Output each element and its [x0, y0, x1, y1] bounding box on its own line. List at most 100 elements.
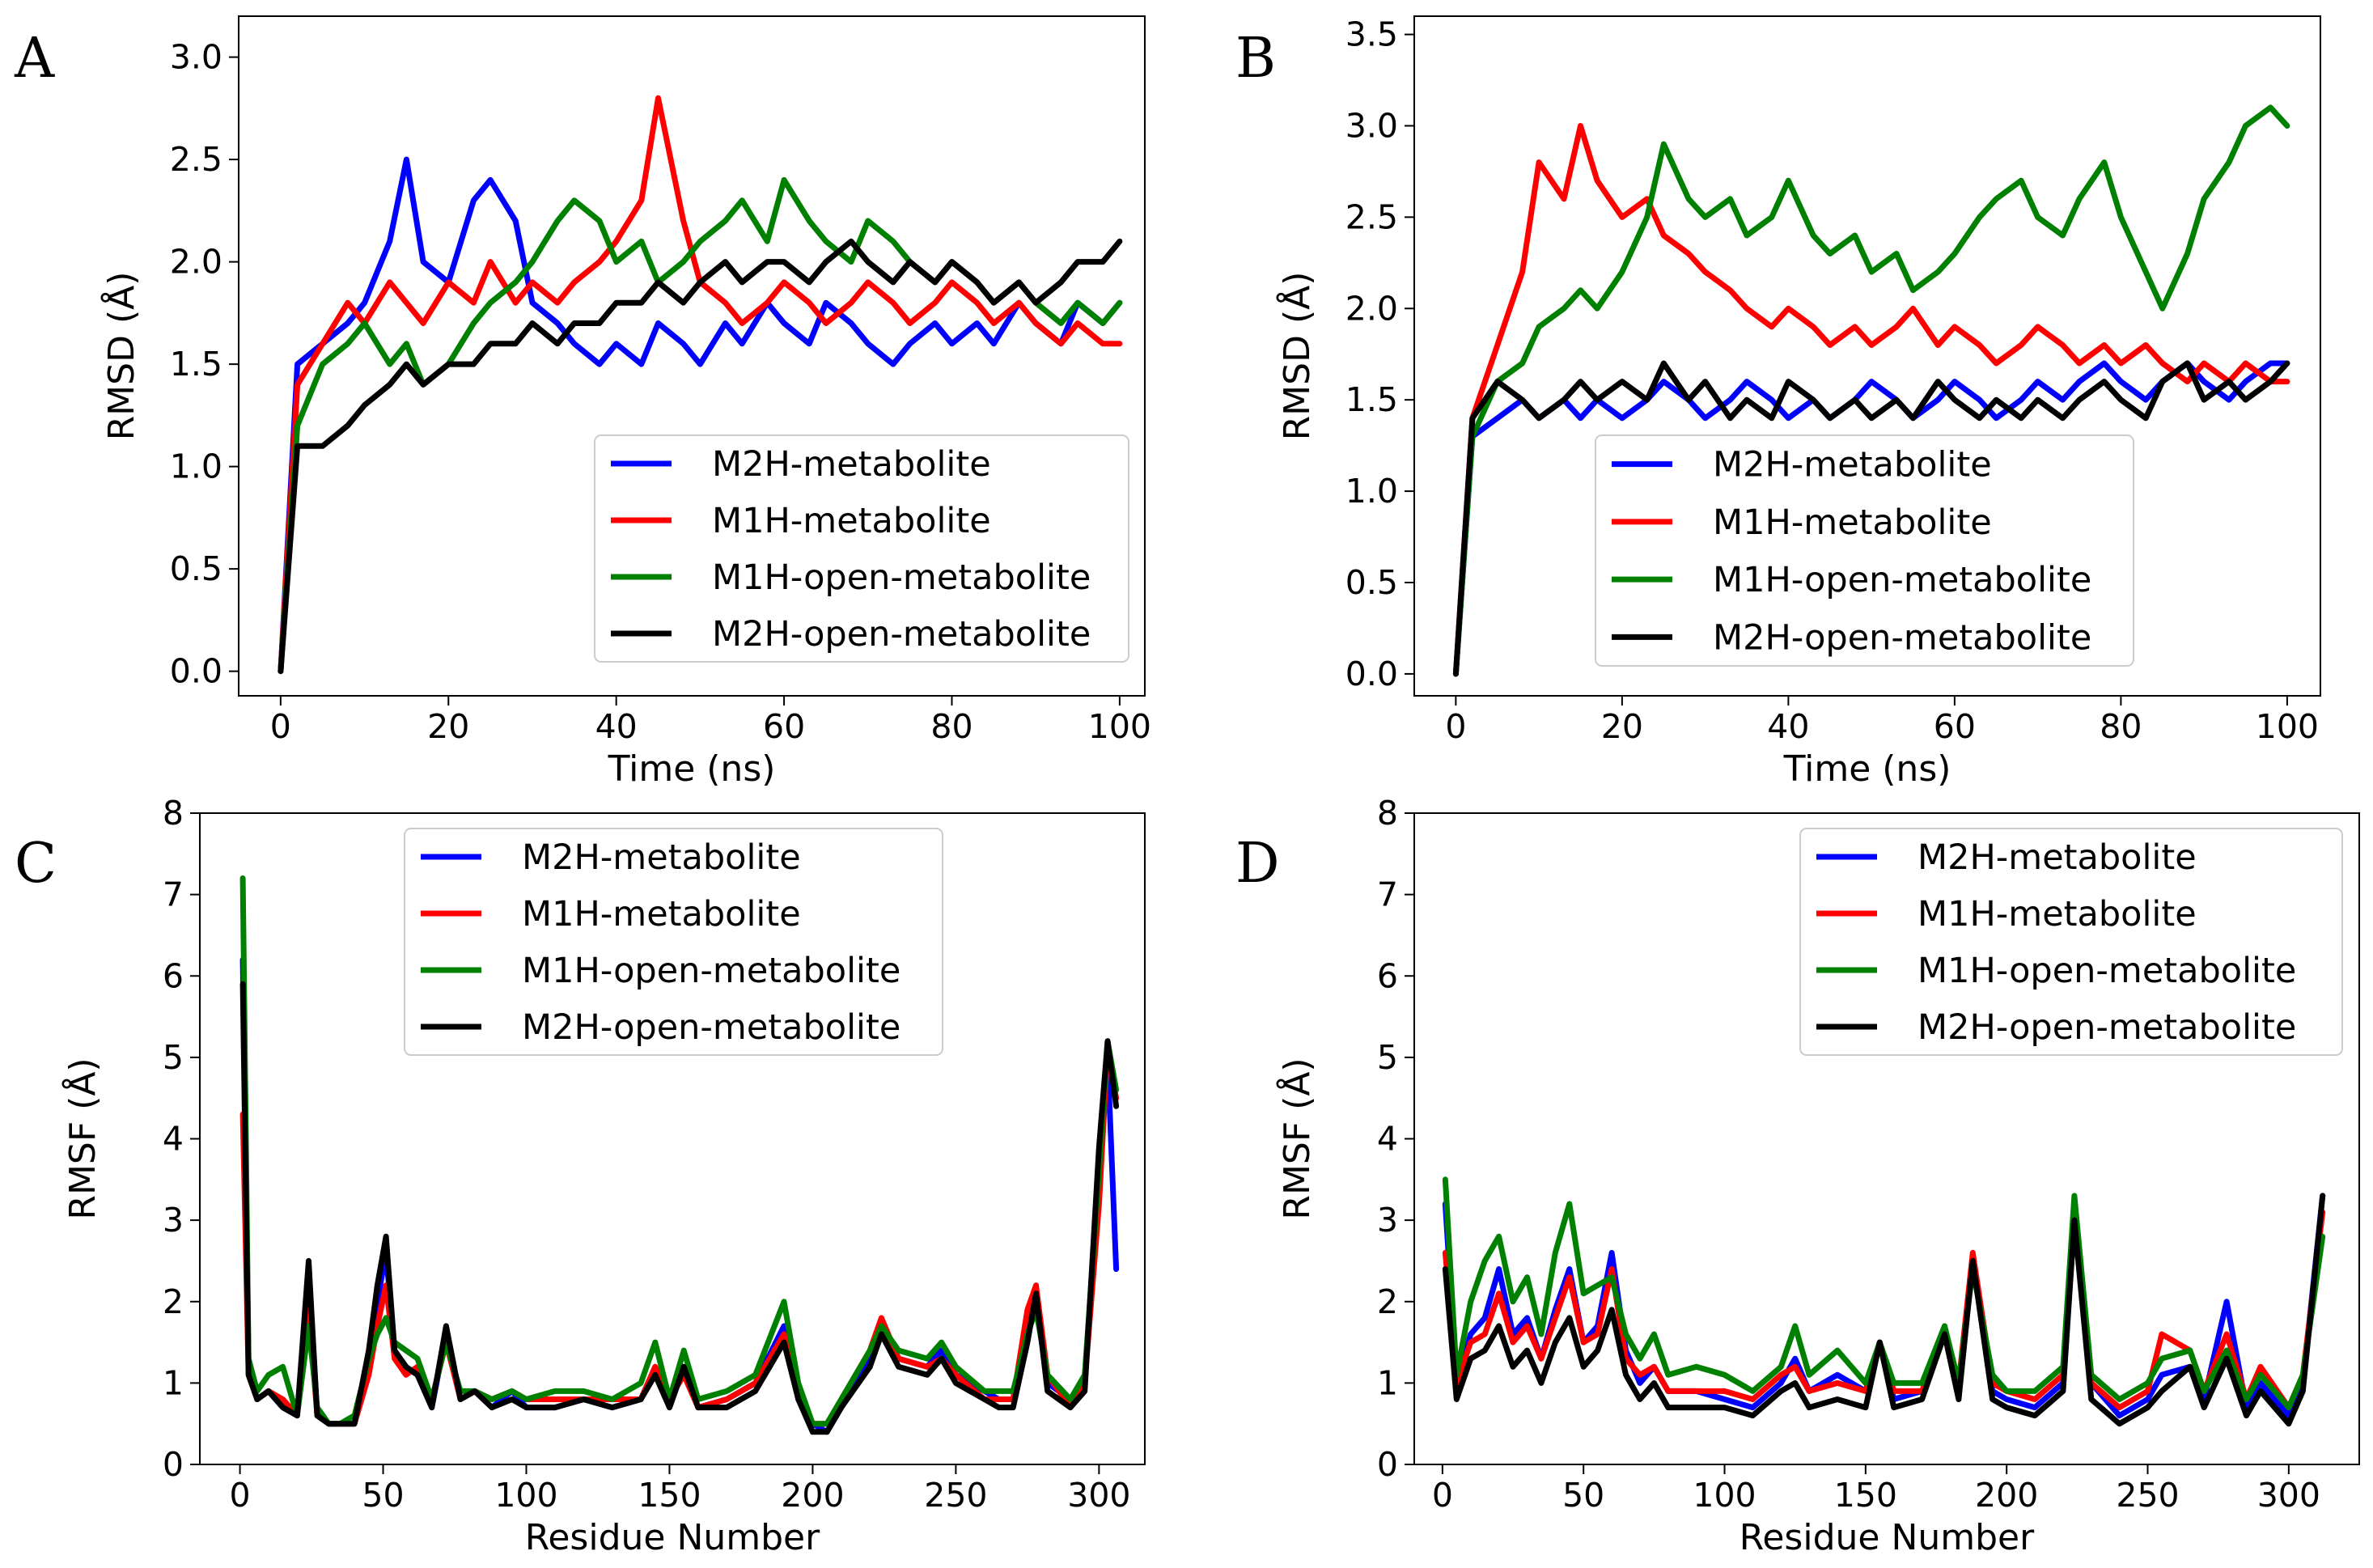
- panel-d-legend-box: [1799, 828, 2343, 1056]
- panel-d-legend-label-m2h-metabolite: M2H-metabolite: [1917, 837, 2197, 878]
- panel-c-legend-label-m1h-metabolite: M1H-metabolite: [522, 894, 801, 934]
- panel-c-ytick-label: 8: [163, 794, 184, 833]
- panel-d-letter: D: [1235, 832, 1280, 896]
- panel-c-xtick-label: 100: [494, 1476, 557, 1515]
- panel-b-ytick-label: 1.0: [1345, 472, 1398, 511]
- panel-b-series-group: [1452, 104, 2290, 677]
- panel-a: A 0 20 40 60 80 100 0.0 0.5 1.0 1.5 2.0 2.5 3.0 Time (…: [14, 15, 1151, 790]
- panel-a-ytick-label: 2.0: [170, 243, 222, 282]
- panel-a-xtick-label: 40: [595, 707, 638, 746]
- panel-c-ytick-label: 7: [163, 875, 184, 914]
- panel-d-xtick-label: 200: [1975, 1476, 2038, 1515]
- panel-a-legend: M2H-metabolite M1H-metabolite M1H-open-met…: [594, 434, 1129, 663]
- panel-a-letter: A: [14, 27, 55, 91]
- panel-a-series-group: [278, 95, 1123, 675]
- panel-b-xtick-label: 100: [2256, 707, 2319, 746]
- panel-c-xtick-label: 0: [230, 1476, 251, 1515]
- panel-b-ytick-label: 2.0: [1345, 289, 1398, 328]
- panel-a-legend-label-m2h-open-metabolite: M2H-open-metabolite: [712, 614, 1091, 655]
- panel-d-legend: M2H-metabolite M1H-metabolite M1H-open-met…: [1799, 828, 2343, 1056]
- panel-b-ytick-label: 1.5: [1345, 380, 1398, 419]
- panel-a-ytick-label: 2.5: [170, 140, 222, 179]
- panel-b-ytick-label: 2.5: [1345, 197, 1398, 236]
- panel-b-line-m2h-open-metabolite: [1452, 360, 2290, 677]
- panel-a-xtick-label: 60: [763, 707, 805, 746]
- panel-a-ytick-label: 0.5: [170, 549, 222, 588]
- panel-d-ytick-label: 2: [1377, 1282, 1398, 1321]
- panel-d-legend-label-m1h-open-metabolite: M1H-open-metabolite: [1917, 951, 2296, 991]
- panel-c-ytick-label: 4: [163, 1120, 184, 1159]
- panel-a-ytick-label: 1.5: [170, 345, 222, 384]
- panel-b-letter: B: [1235, 27, 1276, 91]
- panel-b-legend-box: [1595, 434, 2134, 667]
- panel-d-line-m2h-open-metabolite: [1442, 1193, 2326, 1427]
- panel-b-line-m2h-metabolite: [1452, 360, 2290, 677]
- panel-b-xtick-label: 80: [2100, 707, 2142, 746]
- panel-d-legend-label-m2h-open-metabolite: M2H-open-metabolite: [1917, 1007, 2296, 1048]
- panel-d-ytick-label: 6: [1377, 956, 1398, 995]
- panel-c-xtick-label: 150: [638, 1476, 701, 1515]
- panel-d-legend-label-m1h-metabolite: M1H-metabolite: [1917, 894, 2197, 934]
- panel-b-line-m1h-open-metabolite: [1452, 104, 2290, 677]
- panel-a-legend-label-m1h-metabolite: M1H-metabolite: [712, 501, 991, 541]
- panel-d-ytick-label: 5: [1377, 1038, 1398, 1077]
- panel-b-xtick-label: 0: [1445, 707, 1466, 746]
- panel-a-ytick-label: 3.0: [170, 38, 222, 77]
- panel-c-legend-label-m1h-open-metabolite: M1H-open-metabolite: [522, 951, 900, 991]
- panel-a-line-m2h-metabolite: [278, 156, 1123, 675]
- panel-b-legend-label-m1h-metabolite: M1H-metabolite: [1713, 502, 1992, 543]
- panel-c-xtick-label: 250: [924, 1476, 987, 1515]
- panel-c-xlabel: Residue Number: [525, 1517, 820, 1558]
- panel-c-ytick-label: 3: [163, 1201, 184, 1240]
- panel-b-ylabel: RMSD (Å): [1275, 272, 1318, 441]
- panel-b: B 0 20 40 60 80 100 0.0 0.5 1.0 1.5 2.0 2.5 3.0 3.5 Tim…: [1235, 15, 2321, 790]
- panel-a-legend-label-m1h-open-metabolite: M1H-open-metabolite: [712, 557, 1091, 598]
- panel-c-series-group: [239, 875, 1120, 1435]
- panel-c-legend-label-m2h-open-metabolite: M2H-open-metabolite: [522, 1007, 900, 1048]
- panel-d-xtick-label: 250: [2116, 1476, 2179, 1515]
- panel-a-ytick-label: 1.0: [170, 447, 222, 486]
- panel-a-xtick-label: 0: [270, 707, 291, 746]
- panel-c-line-m2h-open-metabolite: [239, 981, 1120, 1435]
- panel-b-ytick-label: 0.0: [1345, 655, 1398, 693]
- panel-b-legend: M2H-metabolite M1H-metabolite M1H-open-met…: [1595, 434, 2134, 667]
- panel-a-ytick-label: 0.0: [170, 652, 222, 691]
- panel-d-ytick-label: 7: [1377, 875, 1398, 914]
- panel-b-xtick-label: 40: [1767, 707, 1809, 746]
- panel-b-ytick-label: 3.5: [1345, 15, 1398, 54]
- panel-d-xtick-label: 150: [1834, 1476, 1897, 1515]
- panel-d-line-m1h-open-metabolite: [1442, 1176, 2326, 1411]
- panel-c-ytick-label: 1: [163, 1363, 184, 1402]
- panel-a-xtick-label: 80: [930, 707, 973, 746]
- panel-a-legend-label-m2h-metabolite: M2H-metabolite: [712, 444, 991, 485]
- panel-a-xtick-label: 100: [1088, 707, 1151, 746]
- panel-d-xtick-label: 300: [2257, 1476, 2320, 1515]
- panel-a-ylabel: RMSD (Å): [100, 272, 142, 441]
- panel-c-ylabel: RMSF (Å): [61, 1057, 104, 1219]
- panel-c-xtick-label: 300: [1067, 1476, 1130, 1515]
- panel-d-ytick-label: 4: [1377, 1120, 1398, 1159]
- panel-d-line-m1h-metabolite: [1442, 1209, 2326, 1411]
- panel-c-ytick-label: 5: [163, 1038, 184, 1077]
- panel-b-plot-frame: [1413, 15, 2321, 697]
- panel-c-ytick-label: 6: [163, 956, 184, 995]
- panel-c-xtick-label: 50: [362, 1476, 404, 1515]
- panel-a-xlabel: Time (ns): [608, 748, 776, 790]
- panel-b-legend-label-m2h-open-metabolite: M2H-open-metabolite: [1713, 617, 2091, 658]
- panel-c-ytick-label: 0: [163, 1445, 184, 1484]
- panel-c-legend-box: [404, 828, 943, 1056]
- panel-b-line-m1h-metabolite: [1452, 123, 2290, 677]
- panel-d-ytick-label: 8: [1377, 794, 1398, 833]
- panel-b-ytick-label: 0.5: [1345, 563, 1398, 602]
- panel-a-plot-frame: [238, 15, 1146, 697]
- panel-b-xtick-label: 20: [1601, 707, 1643, 746]
- panel-b-ytick-label: 3.0: [1345, 106, 1398, 145]
- panel-d-xlabel: Residue Number: [1739, 1517, 2035, 1558]
- panel-a-xtick-label: 20: [427, 707, 469, 746]
- panel-b-xtick-label: 60: [1934, 707, 1976, 746]
- panel-d-ytick-label: 1: [1377, 1363, 1398, 1402]
- panel-c-legend-label-m2h-metabolite: M2H-metabolite: [522, 837, 801, 878]
- panel-b-xlabel: Time (ns): [1783, 748, 1951, 790]
- panel-d-ylabel: RMSF (Å): [1275, 1057, 1318, 1219]
